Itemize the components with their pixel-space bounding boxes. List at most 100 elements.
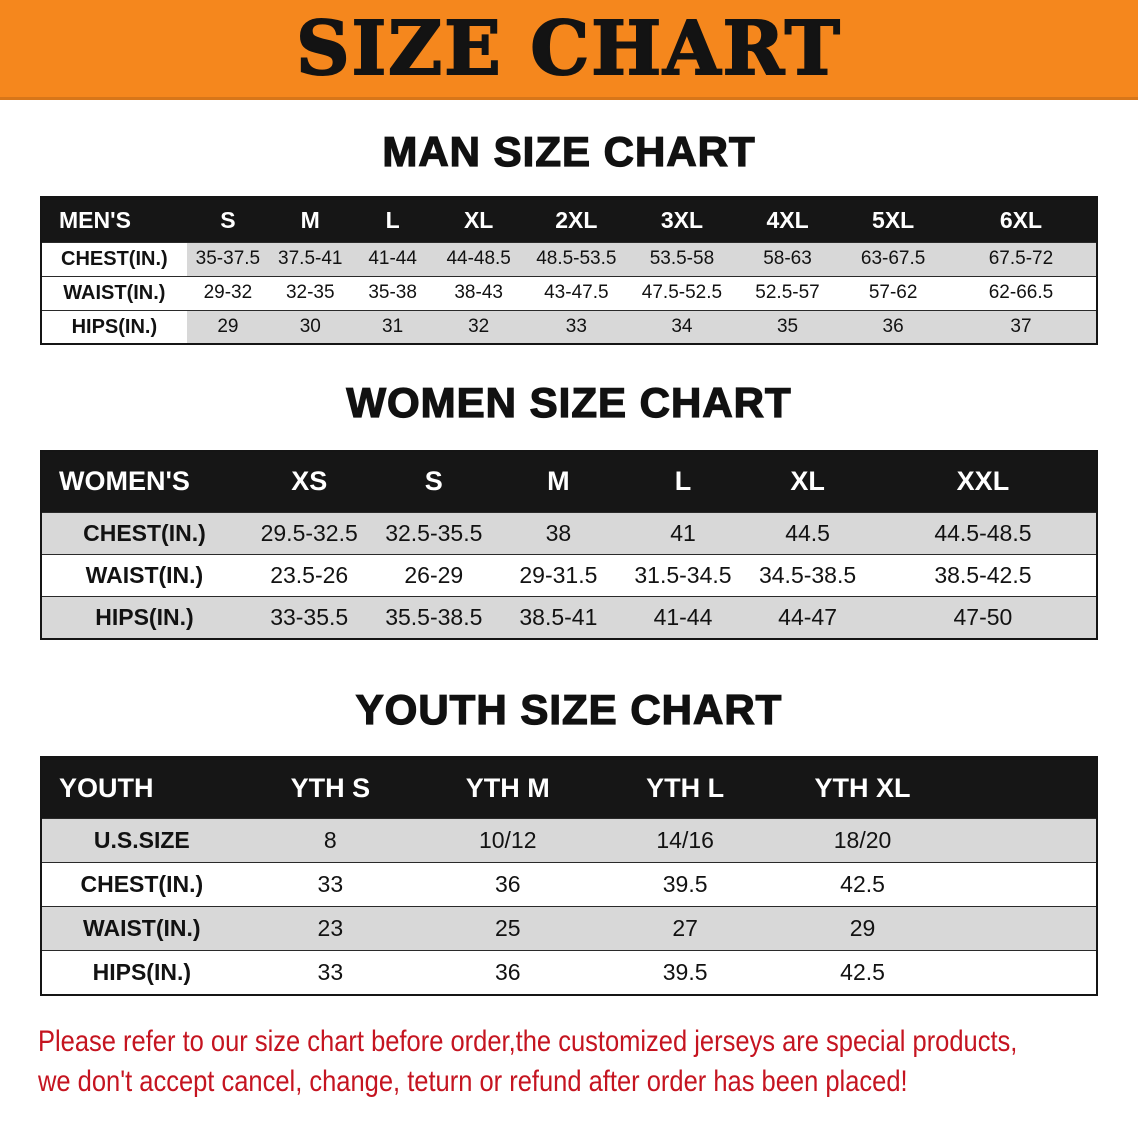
spacer-cell xyxy=(951,950,1097,995)
measurement-row: HIPS(IN.) 33-35.5 35.5-38.5 38.5-41 41-44 44-… xyxy=(41,596,1097,639)
header-row: YOUTH YTH S YTH M YTH L YTH XL xyxy=(41,756,1097,819)
size-value-cell: 35-38 xyxy=(351,275,434,311)
women-size-table: WOMEN'S XS S M L XL XXL CHEST(IN.) 29.5-32.5 32.5… xyxy=(40,449,1098,640)
size-value-cell: 31 xyxy=(351,309,434,345)
size-column-header: S xyxy=(186,197,270,243)
size-column-header: YTH S xyxy=(241,756,420,819)
row-label-cell: CHEST(IN.) xyxy=(41,862,242,907)
row-label-cell: HIPS(IN.) xyxy=(41,950,242,995)
disclaimer: Please refer to our size chart before or… xyxy=(38,1022,1138,1102)
measurement-row: CHEST(IN.) 29.5-32.5 32.5-35.5 38 41 44.5 44.5… xyxy=(41,512,1097,555)
women-section: WOMEN SIZE CHART WOMEN'S XS S M L XL XXL CHEST(… xyxy=(0,379,1138,640)
size-value-cell: 23.5-26 xyxy=(246,554,372,597)
size-value-cell: 34.5-38.5 xyxy=(745,554,870,597)
size-column-header: YTH XL xyxy=(773,756,952,819)
size-column-header: S xyxy=(371,450,497,513)
size-column-header: 3XL xyxy=(629,197,735,243)
size-value-cell: 44.5-48.5 xyxy=(869,512,1097,555)
spacer-cell xyxy=(951,818,1097,863)
spacer-cell xyxy=(951,906,1097,951)
size-value-cell: 29.5-32.5 xyxy=(246,512,372,555)
size-column-header: XS xyxy=(246,450,372,513)
row-label-cell: U.S.SIZE xyxy=(41,818,242,863)
size-value-cell: 43-47.5 xyxy=(523,275,630,311)
size-value-cell: 29 xyxy=(773,906,952,951)
size-column-header: 2XL xyxy=(523,197,630,243)
size-value-cell: 47-50 xyxy=(869,596,1097,639)
size-chart-page: SIZE CHART MAN SIZE CHART MEN'S S M L XL 2XL 3… xyxy=(0,0,1138,1102)
size-value-cell: 39.5 xyxy=(596,950,774,995)
size-value-cell: 23 xyxy=(241,906,420,951)
row-label-cell: CHEST(IN.) xyxy=(41,512,247,555)
size-value-cell: 10/12 xyxy=(419,818,597,863)
size-value-cell: 35.5-38.5 xyxy=(371,596,497,639)
size-value-cell: 38 xyxy=(496,512,621,555)
size-value-cell: 39.5 xyxy=(596,862,774,907)
size-value-cell: 36 xyxy=(419,950,597,995)
size-value-cell: 44.5 xyxy=(745,512,870,555)
size-column-header: M xyxy=(496,450,621,513)
size-value-cell: 53.5-58 xyxy=(629,241,735,277)
row-label-cell: CHEST(IN.) xyxy=(41,241,187,277)
size-value-cell: 33-35.5 xyxy=(246,596,372,639)
size-column-header: XL xyxy=(745,450,870,513)
size-column-header: XL xyxy=(433,197,524,243)
size-value-cell: 26-29 xyxy=(371,554,497,597)
size-value-cell: 33 xyxy=(241,862,420,907)
table-title-cell: WOMEN'S xyxy=(41,450,247,513)
header-row: WOMEN'S XS S M L XL XXL xyxy=(41,450,1097,513)
size-value-cell: 29 xyxy=(186,309,270,345)
size-value-cell: 44-47 xyxy=(745,596,870,639)
size-value-cell: 38.5-42.5 xyxy=(869,554,1097,597)
measurement-row: HIPS(IN.) 33 36 39.5 42.5 xyxy=(41,950,1097,995)
size-value-cell: 18/20 xyxy=(773,818,952,863)
measurement-row: CHEST(IN.) 35-37.5 37.5-41 41-44 44-48.5 48.5… xyxy=(41,241,1097,277)
size-value-cell: 25 xyxy=(419,906,597,951)
measurement-row: WAIST(IN.) 29-32 32-35 35-38 38-43 43-47.5 47.… xyxy=(41,275,1097,311)
measurement-row: WAIST(IN.) 23 25 27 29 xyxy=(41,906,1097,951)
size-column-header: YTH M xyxy=(419,756,597,819)
size-value-cell: 30 xyxy=(269,309,352,345)
size-value-cell: 33 xyxy=(523,309,630,345)
size-column-header: XXL xyxy=(869,450,1097,513)
header-row: MEN'S S M L XL 2XL 3XL 4XL 5XL 6XL xyxy=(41,197,1097,243)
men-section: MAN SIZE CHART MEN'S S M L XL 2XL 3XL 4XL 5XL 6XL… xyxy=(0,127,1138,346)
size-value-cell: 63-67.5 xyxy=(840,241,946,277)
size-column-header: 4XL xyxy=(734,197,841,243)
size-value-cell: 14/16 xyxy=(596,818,774,863)
row-label-cell: HIPS(IN.) xyxy=(41,596,247,639)
size-value-cell: 33 xyxy=(241,950,420,995)
size-value-cell: 8 xyxy=(241,818,420,863)
page-title: SIZE CHART xyxy=(295,5,842,92)
size-value-cell: 48.5-53.5 xyxy=(523,241,630,277)
measurement-row: WAIST(IN.) 23.5-26 26-29 29-31.5 31.5-34.5 34… xyxy=(41,554,1097,597)
women-section-heading: WOMEN SIZE CHART xyxy=(346,379,792,427)
size-value-cell: 29-31.5 xyxy=(496,554,621,597)
measurement-row: U.S.SIZE 8 10/12 14/16 18/20 xyxy=(41,818,1097,863)
row-label-cell: WAIST(IN.) xyxy=(41,554,247,597)
size-value-cell: 27 xyxy=(596,906,774,951)
size-value-cell: 35 xyxy=(734,309,841,345)
size-value-cell: 38-43 xyxy=(433,275,524,311)
men-size-table: MEN'S S M L XL 2XL 3XL 4XL 5XL 6XL CHEST(IN.) 35-37… xyxy=(40,196,1098,346)
spacer-cell xyxy=(951,862,1097,907)
men-section-heading: MAN SIZE CHART xyxy=(382,127,756,175)
size-column-header: YTH L xyxy=(596,756,774,819)
size-value-cell: 58-63 xyxy=(734,241,841,277)
table-title-cell: YOUTH xyxy=(41,756,242,819)
size-value-cell: 41-44 xyxy=(620,596,746,639)
row-label-cell: WAIST(IN.) xyxy=(41,906,242,951)
size-column-header: 5XL xyxy=(840,197,946,243)
youth-size-table: YOUTH YTH S YTH M YTH L YTH XL U.S.SIZE 8 10/12… xyxy=(40,755,1098,996)
table-title-cell: MEN'S xyxy=(41,197,187,243)
measurement-row: HIPS(IN.) 29 30 31 32 33 34 35 36 37 xyxy=(41,309,1097,345)
size-value-cell: 57-62 xyxy=(840,275,946,311)
row-label-cell: WAIST(IN.) xyxy=(41,275,187,311)
size-value-cell: 67.5-72 xyxy=(945,241,1097,277)
size-value-cell: 41-44 xyxy=(351,241,434,277)
youth-section-heading: YOUTH SIZE CHART xyxy=(355,685,783,733)
size-column-header: M xyxy=(269,197,352,243)
size-value-cell: 42.5 xyxy=(773,862,952,907)
size-value-cell: 44-48.5 xyxy=(433,241,524,277)
size-value-cell: 37 xyxy=(945,309,1097,345)
